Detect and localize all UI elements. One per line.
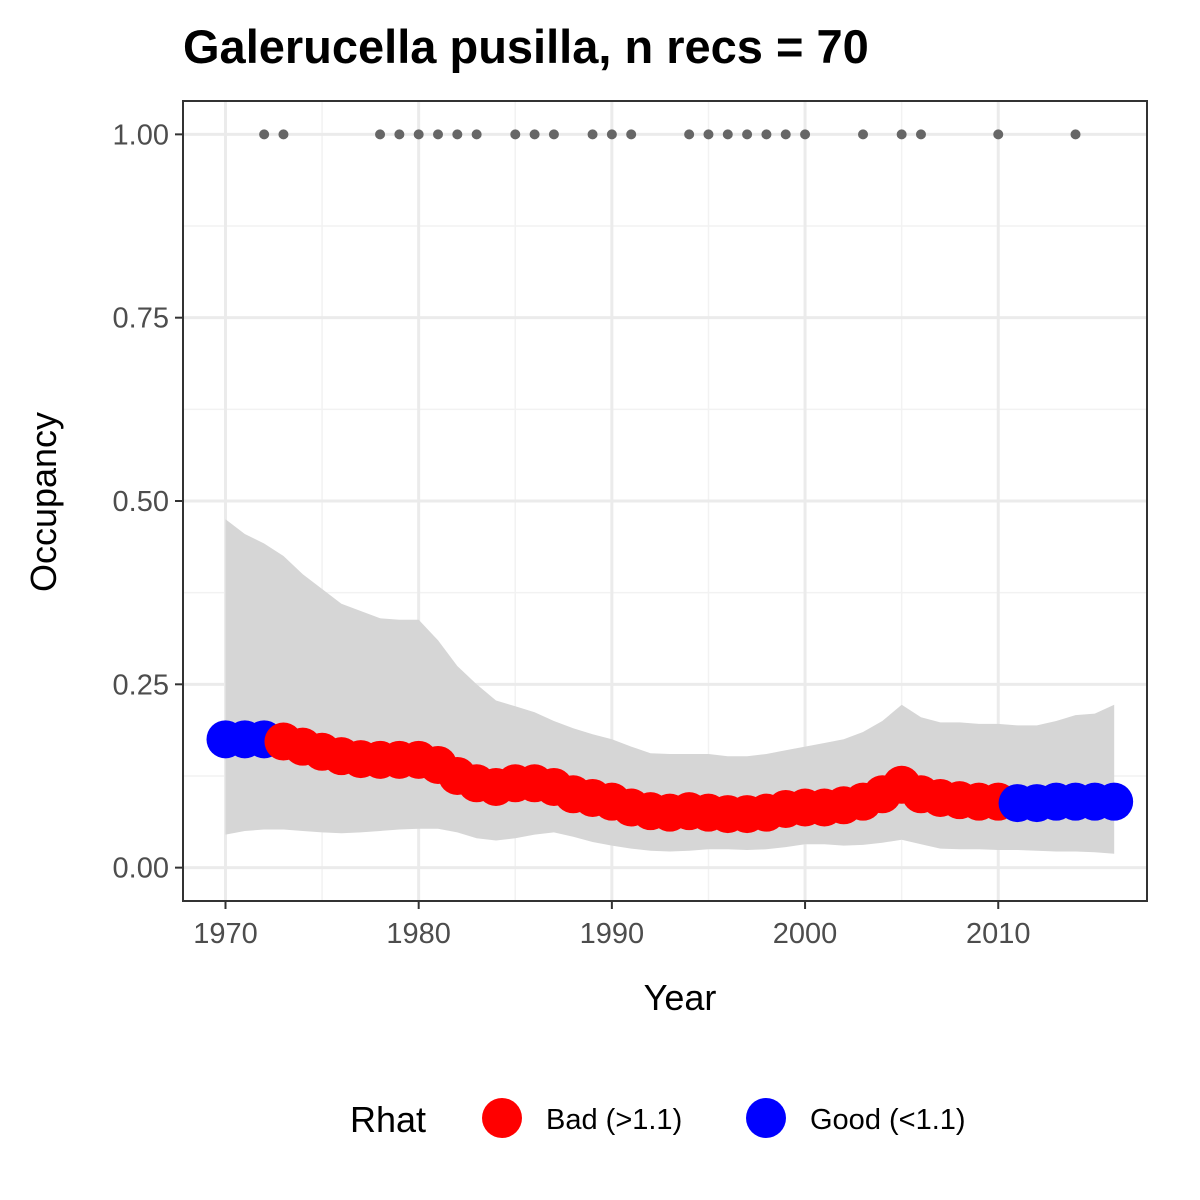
x-axis: 1970 1980 1990 2000 2010 <box>193 901 1031 950</box>
observation-point <box>993 129 1004 140</box>
observation-point <box>742 129 753 140</box>
observation-point <box>1070 129 1081 140</box>
observation-point <box>780 129 791 140</box>
y-tick-label: 0.75 <box>113 303 169 335</box>
occupancy-point-good <box>1095 782 1134 821</box>
observation-point <box>800 129 811 140</box>
observation-point <box>703 129 714 140</box>
observation-point <box>413 129 424 140</box>
observation-point <box>548 129 559 140</box>
occupancy-points <box>206 720 1134 834</box>
observation-point <box>452 129 463 140</box>
observation-point <box>510 129 521 140</box>
observation-point <box>471 129 482 140</box>
observation-point <box>915 129 926 140</box>
observation-points <box>259 129 1081 140</box>
x-tick-label: 1970 <box>193 918 258 950</box>
legend-label-good: Good (<1.1) <box>810 1104 966 1136</box>
x-tick-label: 2010 <box>966 918 1031 950</box>
observation-point <box>722 129 733 140</box>
observation-point <box>433 129 444 140</box>
legend-title: Rhat <box>350 1099 426 1140</box>
legend: Rhat Bad (>1.1) Good (<1.1) <box>350 1098 966 1140</box>
y-tick-label: 1.00 <box>113 119 169 151</box>
observation-point <box>278 129 289 140</box>
y-tick-label: 0.00 <box>113 853 169 885</box>
observation-point <box>529 129 540 140</box>
observation-point <box>394 129 405 140</box>
x-axis-title: Year <box>644 977 717 1018</box>
legend-key-bad <box>482 1098 522 1138</box>
observation-point <box>606 129 617 140</box>
y-axis: 0.00 0.25 0.50 0.75 1.00 <box>113 119 183 885</box>
chart-title: Galerucella pusilla, n recs = 70 <box>183 20 869 73</box>
y-tick-label: 0.50 <box>113 486 169 518</box>
observation-point <box>259 129 270 140</box>
legend-key-good <box>746 1098 786 1138</box>
observation-point <box>858 129 869 140</box>
x-tick-label: 1990 <box>580 918 645 950</box>
observation-point <box>896 129 907 140</box>
legend-label-bad: Bad (>1.1) <box>546 1104 682 1136</box>
y-tick-label: 0.25 <box>113 669 169 701</box>
x-tick-label: 2000 <box>773 918 838 950</box>
y-axis-title: Occupancy <box>23 412 64 592</box>
observation-point <box>684 129 695 140</box>
observation-point <box>375 129 386 140</box>
observation-point <box>587 129 598 140</box>
observation-point <box>761 129 772 140</box>
observation-point <box>626 129 637 140</box>
x-tick-label: 1980 <box>386 918 451 950</box>
